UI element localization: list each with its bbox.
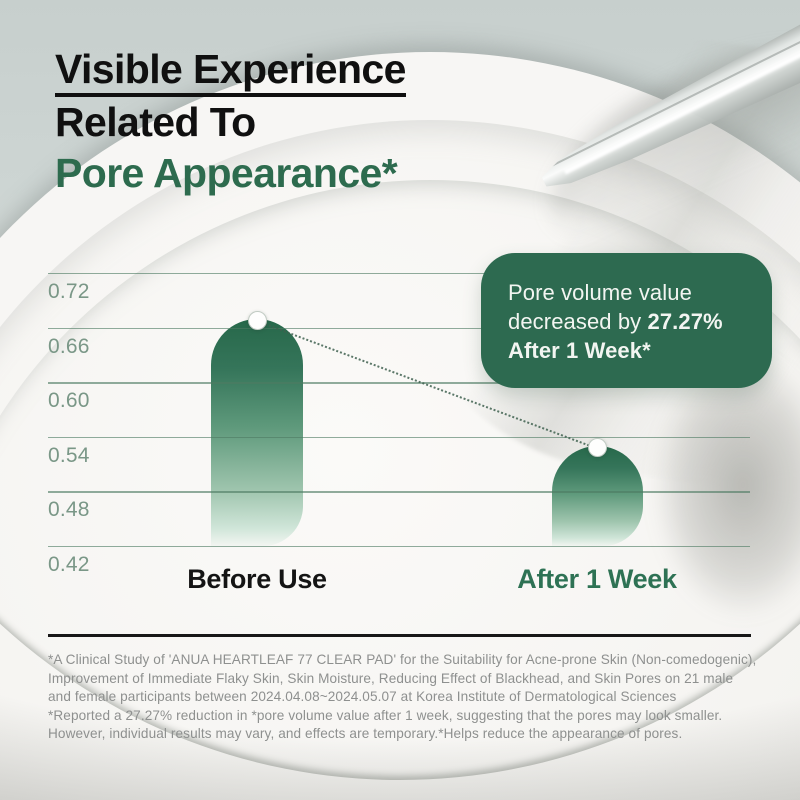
x-axis-label-after-1-week: After 1 Week	[517, 564, 677, 594]
title-line-1: Visible Experience	[55, 44, 406, 97]
gridline	[48, 273, 750, 275]
bar-marker	[587, 437, 607, 457]
gridline	[48, 491, 750, 493]
y-axis-tick-label: 0.72	[48, 280, 90, 303]
y-axis-tick-label: 0.54	[48, 443, 90, 467]
title-line-2: Related To	[55, 99, 256, 145]
y-axis-tick-label: 0.66	[48, 334, 90, 358]
footer-divider	[48, 634, 751, 637]
cotton-pad-image	[0, 120, 800, 800]
gridline	[48, 436, 750, 439]
gridline	[48, 327, 750, 329]
callout-line-2-bold: 27.27%	[647, 309, 723, 334]
y-axis-tick-label: 0.42	[48, 553, 90, 576]
page-title: Visible Experience Related To Pore Appea…	[55, 44, 406, 199]
callout-line-1: Pore volume value	[508, 280, 692, 305]
bar-marker	[247, 310, 267, 330]
y-axis-tick-label: 0.48	[48, 498, 90, 522]
callout-bubble: Pore volume value decreased by 27.27% Afte…	[481, 253, 772, 388]
title-line-3: Pore Appearance*	[55, 150, 398, 196]
bottom-vignette	[0, 636, 800, 800]
bar-before-use	[211, 318, 303, 546]
callout-line-3-bold: After 1 Week*	[508, 338, 651, 363]
callout-line-2-regular: decreased by	[508, 309, 648, 334]
y-axis-tick-label: 0.60	[48, 389, 90, 413]
gridline	[48, 382, 750, 384]
disclaimer-text: *A Clinical Study of 'ANUA HEARTLEAF 77 …	[48, 652, 757, 742]
gridline	[48, 546, 750, 548]
bar-after-1-week	[551, 445, 643, 546]
x-axis-label-before-use: Before Use	[187, 564, 327, 594]
